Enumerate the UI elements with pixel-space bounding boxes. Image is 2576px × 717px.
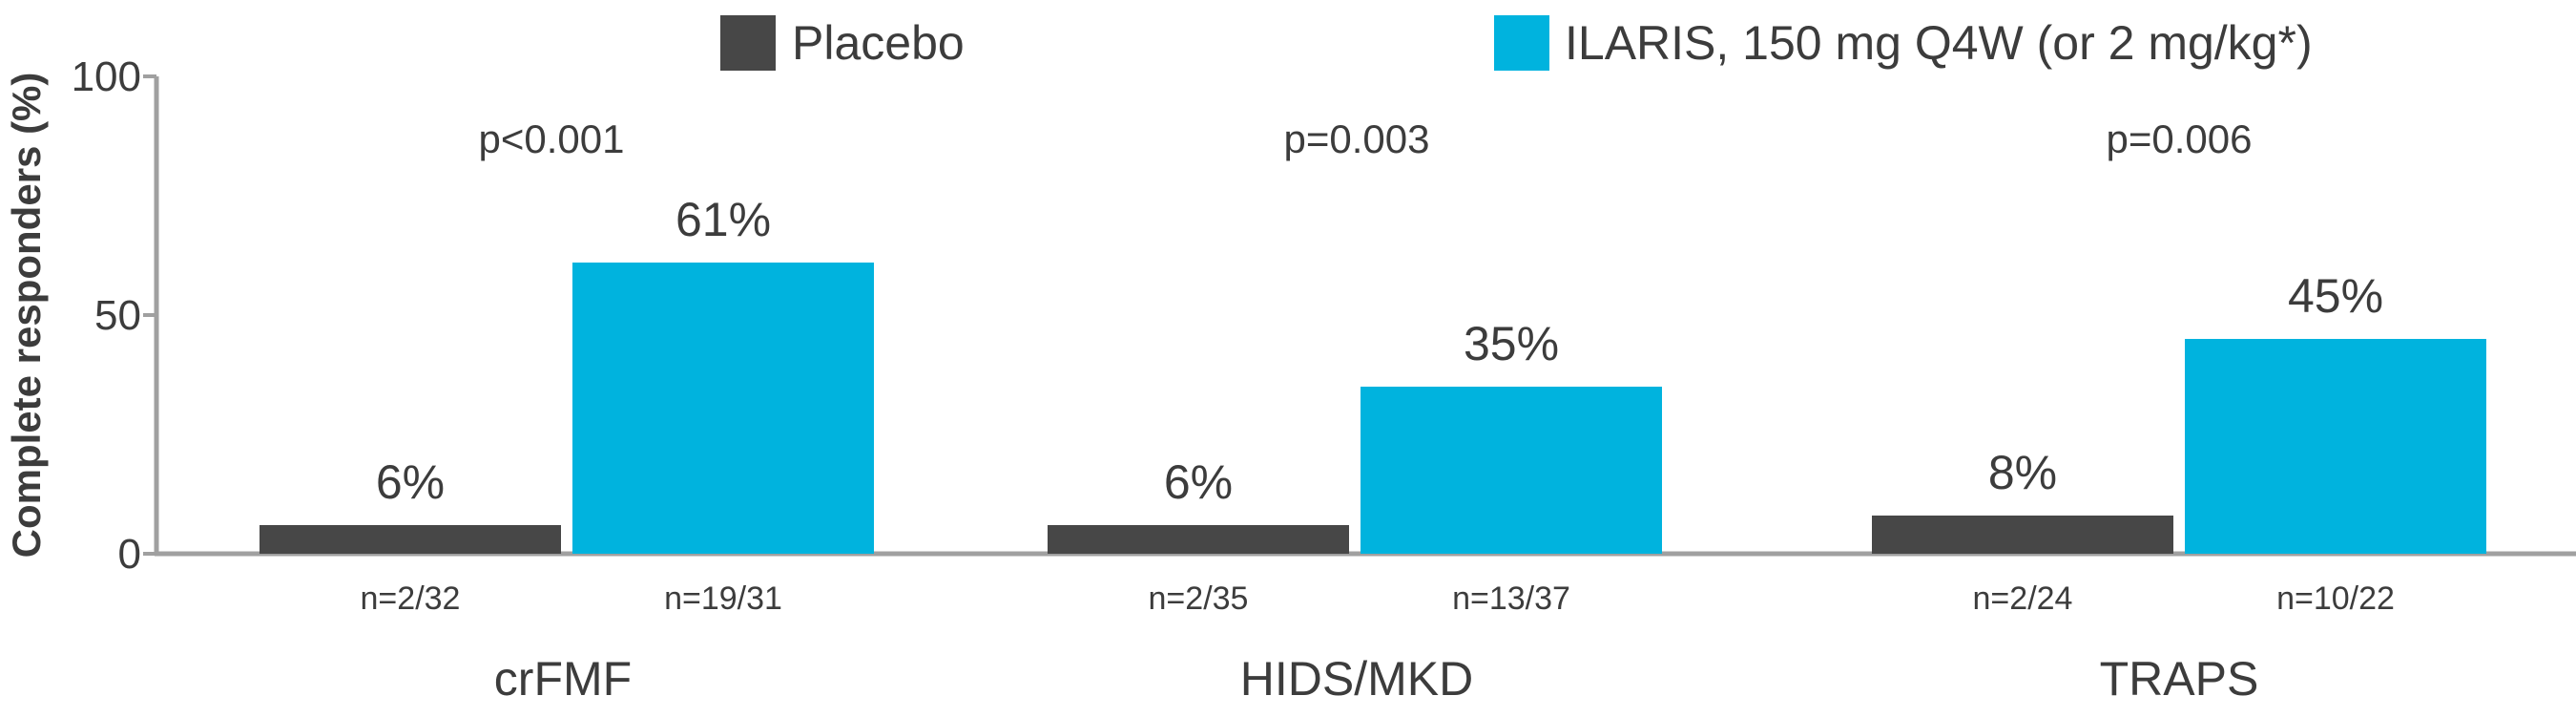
n-label-ilaris-crfmf: n=19/31 xyxy=(664,580,782,617)
y-axis-label: Complete responders (%) xyxy=(4,73,49,559)
value-label-ilaris-crfmf: 61% xyxy=(675,193,771,246)
bar-placebo-crfmf xyxy=(260,525,561,554)
bar-ilaris-hids-mkd xyxy=(1361,387,1662,554)
value-label-placebo-crfmf: 6% xyxy=(376,455,445,509)
value-labels: 6% 6% 8% 61% 35% 45% xyxy=(376,193,2383,509)
y-ticks: 0 50 100 xyxy=(72,53,156,578)
n-label-ilaris-hids-mkd: n=13/37 xyxy=(1452,580,1570,617)
n-label-ilaris-traps: n=10/22 xyxy=(2276,580,2395,617)
n-label-placebo-crfmf: n=2/32 xyxy=(361,580,461,617)
category-label-traps: TRAPS xyxy=(2100,652,2259,706)
bar-ilaris-traps xyxy=(2185,339,2486,554)
category-labels: crFMF HIDS/MKD TRAPS xyxy=(494,652,2259,706)
p-value-crfmf: p<0.001 xyxy=(479,116,625,161)
value-label-placebo-traps: 8% xyxy=(1988,446,2057,499)
legend-label-ilaris: ILARIS, 150 mg Q4W (or 2 mg/kg*) xyxy=(1565,16,2313,70)
legend-swatch-placebo xyxy=(720,15,776,71)
bars xyxy=(260,263,2486,554)
bar-placebo-hids-mkd xyxy=(1048,525,1349,554)
bar-placebo-traps xyxy=(1872,516,2173,554)
value-label-placebo-hids-mkd: 6% xyxy=(1164,455,1233,509)
category-label-crfmf: crFMF xyxy=(494,652,632,706)
p-value-hids-mkd: p=0.003 xyxy=(1284,116,1430,161)
n-label-placebo-traps: n=2/24 xyxy=(1973,580,2073,617)
legend-swatch-ilaris xyxy=(1494,15,1549,71)
y-tick-label-100: 100 xyxy=(72,53,141,100)
n-labels: n=2/32 n=2/35 n=2/24 n=19/31 n=13/37 n=10/22 xyxy=(361,580,2395,617)
category-label-hids-mkd: HIDS/MKD xyxy=(1240,652,1473,706)
value-label-ilaris-hids-mkd: 35% xyxy=(1464,317,1559,370)
bar-ilaris-crfmf xyxy=(572,263,874,554)
value-label-ilaris-traps: 45% xyxy=(2288,269,2383,323)
n-label-placebo-hids-mkd: n=2/35 xyxy=(1149,580,1249,617)
p-values: p<0.001 p=0.003 p=0.006 xyxy=(479,116,2253,161)
p-value-traps: p=0.006 xyxy=(2107,116,2253,161)
y-tick-label-50: 50 xyxy=(94,292,141,339)
legend-label-placebo: Placebo xyxy=(792,16,965,70)
legend: Placebo ILARIS, 150 mg Q4W (or 2 mg/kg*) xyxy=(720,15,2313,71)
y-tick-label-0: 0 xyxy=(118,531,141,578)
